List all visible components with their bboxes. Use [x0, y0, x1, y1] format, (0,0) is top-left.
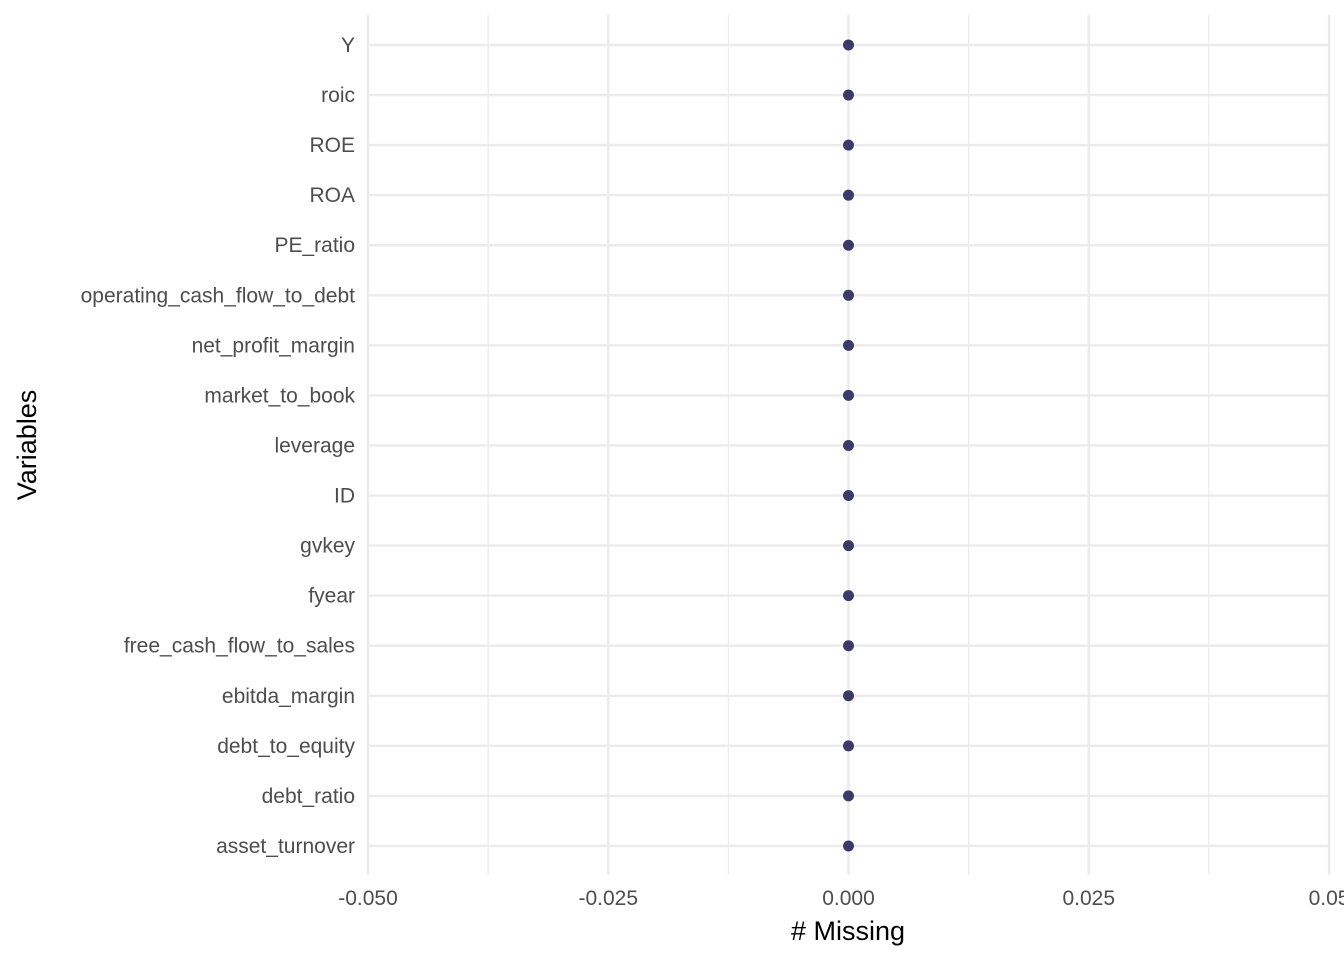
data-point: [843, 840, 854, 852]
data-points: [843, 39, 854, 852]
data-point: [843, 439, 854, 451]
data-point: [843, 239, 854, 251]
y-tick-label: market_to_book: [204, 384, 355, 407]
y-tick-label: ID: [334, 485, 355, 508]
y-tick-label: leverage: [274, 434, 355, 457]
y-tick-label: ROE: [309, 134, 355, 157]
data-point: [843, 389, 854, 401]
data-point: [843, 640, 854, 652]
x-axis-tick-labels: -0.050 -0.025 0.000 0.025 0.05: [338, 887, 1344, 910]
x-tick-label: -0.050: [338, 887, 398, 910]
y-tick-label: gvkey: [300, 535, 355, 558]
x-axis-title: # Missing: [791, 916, 905, 946]
y-tick-label: ebitda_margin: [222, 685, 355, 708]
y-tick-label: free_cash_flow_to_sales: [124, 635, 355, 658]
x-tick-label: 0.05: [1309, 887, 1344, 910]
data-point: [843, 189, 854, 201]
data-point: [843, 139, 854, 151]
y-tick-label: ROA: [309, 184, 355, 207]
x-tick-label: 0.025: [1062, 887, 1115, 910]
y-tick-label: roic: [321, 84, 355, 107]
y-tick-label: fyear: [308, 585, 355, 608]
data-point: [843, 339, 854, 351]
x-tick-label: -0.025: [578, 887, 638, 910]
y-tick-label: asset_turnover: [216, 835, 355, 858]
x-tick-label: 0.000: [822, 887, 875, 910]
data-point: [843, 790, 854, 802]
y-tick-label: debt_ratio: [262, 785, 355, 808]
y-axis-title: Variables: [12, 390, 42, 501]
data-point: [843, 740, 854, 752]
data-point: [843, 540, 854, 552]
y-tick-label: debt_to_equity: [217, 735, 355, 758]
y-tick-label: net_profit_margin: [192, 334, 355, 357]
y-tick-label: PE_ratio: [274, 234, 355, 257]
data-point: [843, 690, 854, 702]
y-tick-label: operating_cash_flow_to_debt: [81, 284, 356, 307]
data-point: [843, 590, 854, 602]
data-point: [843, 89, 854, 101]
data-point: [843, 289, 854, 301]
data-point: [843, 490, 854, 502]
y-tick-label: Y: [341, 34, 355, 57]
data-point: [843, 39, 854, 51]
